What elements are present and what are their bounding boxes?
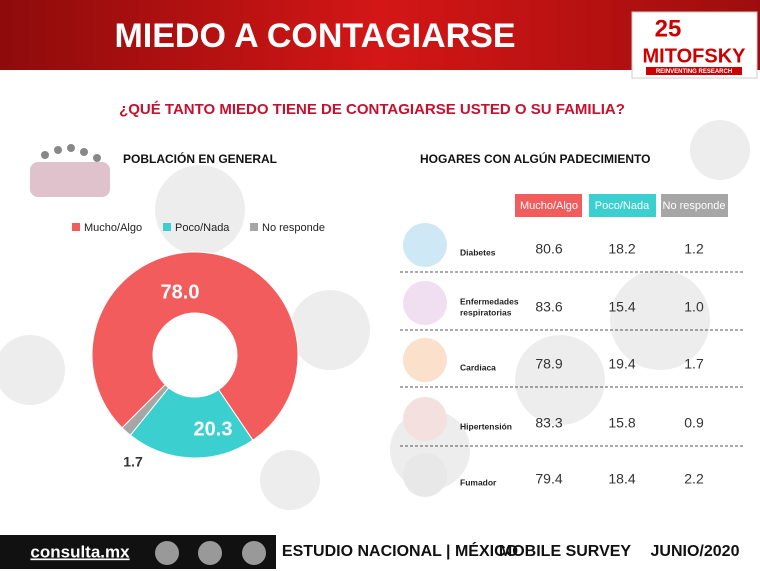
column-header-bg — [661, 194, 728, 217]
donut-slice — [91, 251, 299, 441]
logo-tagline: REINVENTING RESEARCH — [656, 69, 732, 75]
table-cell: 18.2 — [608, 241, 635, 257]
table-cell: 15.8 — [608, 415, 635, 431]
footer-date: JUNIO/2020 — [651, 543, 740, 560]
table-cell: 0.9 — [684, 415, 704, 431]
table-cell: 78.9 — [535, 356, 562, 372]
row-label: Hipertensión — [460, 421, 512, 431]
row-icon — [403, 453, 447, 497]
footer-site: consulta.mx — [30, 542, 130, 561]
table: Mucho/Algo Poco/Nada No responde Diabetes 80… — [400, 194, 745, 497]
table-cell: 1.7 — [684, 356, 704, 372]
data-label: 1.7 — [123, 454, 143, 470]
table-cell: 15.4 — [608, 299, 635, 315]
legend-swatch — [72, 223, 80, 231]
row-label: Diabetes — [460, 247, 496, 257]
row-label: Enfermedades — [460, 296, 519, 306]
table-cell: 1.0 — [684, 299, 704, 315]
column-header: No responde — [663, 200, 726, 212]
donut-slice — [121, 383, 170, 436]
table-cell: 18.4 — [608, 471, 635, 487]
table-cell: 80.6 — [535, 241, 562, 257]
legend-label: Mucho/Algo — [84, 222, 142, 234]
header-title: MIEDO A CONTAGIARSE — [114, 17, 515, 55]
twitter-icon[interactable] — [155, 541, 179, 565]
legend: Mucho/Algo Poco/Nada No responde — [72, 222, 325, 234]
table-cell: 79.4 — [535, 471, 562, 487]
facebook-icon[interactable] — [198, 541, 222, 565]
donut: 78.0 20.3 1.7 — [91, 251, 299, 470]
column-header-bg — [515, 194, 582, 217]
crowd-icon — [30, 144, 110, 197]
legend-swatch — [163, 223, 171, 231]
chart-title: POBLACIÓN EN GENERAL — [123, 151, 277, 166]
table-cell: 1.2 — [684, 241, 704, 257]
logo-tag-band — [646, 67, 742, 75]
footer-study: ESTUDIO NACIONAL | MÉXICO — [282, 541, 518, 560]
row-label: Fumador — [460, 477, 497, 487]
column-header: Poco/Nada — [595, 200, 650, 212]
donut-slice — [129, 386, 254, 459]
table-cell: 83.6 — [535, 299, 562, 315]
row-icon — [403, 223, 447, 267]
data-label: 20.3 — [194, 418, 233, 440]
footer-method: MOBILE SURVEY — [499, 543, 632, 560]
table-cell: 2.2 — [684, 471, 704, 487]
logo-number: 25 — [655, 15, 682, 42]
row-icon — [403, 338, 447, 382]
column-header-bg — [589, 194, 656, 217]
logo-name: MITOFSKY — [643, 45, 747, 67]
legend-label: Poco/Nada — [175, 222, 230, 234]
youtube-icon[interactable] — [242, 541, 266, 565]
column-header: Mucho/Algo — [520, 200, 578, 212]
row-label-cont: respiratorias — [460, 307, 512, 317]
table-cell: 83.3 — [535, 415, 562, 431]
table-cell: 19.4 — [608, 356, 635, 372]
table-title: HOGARES CON ALGÚN PADECIMIENTO — [420, 151, 650, 166]
row-label: Cardiaca — [460, 362, 496, 372]
row-icon — [403, 281, 447, 325]
question: ¿QUÉ TANTO MIEDO TIENE DE CONTAGIARSE US… — [119, 101, 625, 118]
legend-swatch — [250, 223, 258, 231]
data-label: 78.0 — [161, 281, 200, 303]
row-icon — [403, 397, 447, 441]
footer-box — [0, 535, 276, 569]
legend-label: No responde — [262, 222, 325, 234]
